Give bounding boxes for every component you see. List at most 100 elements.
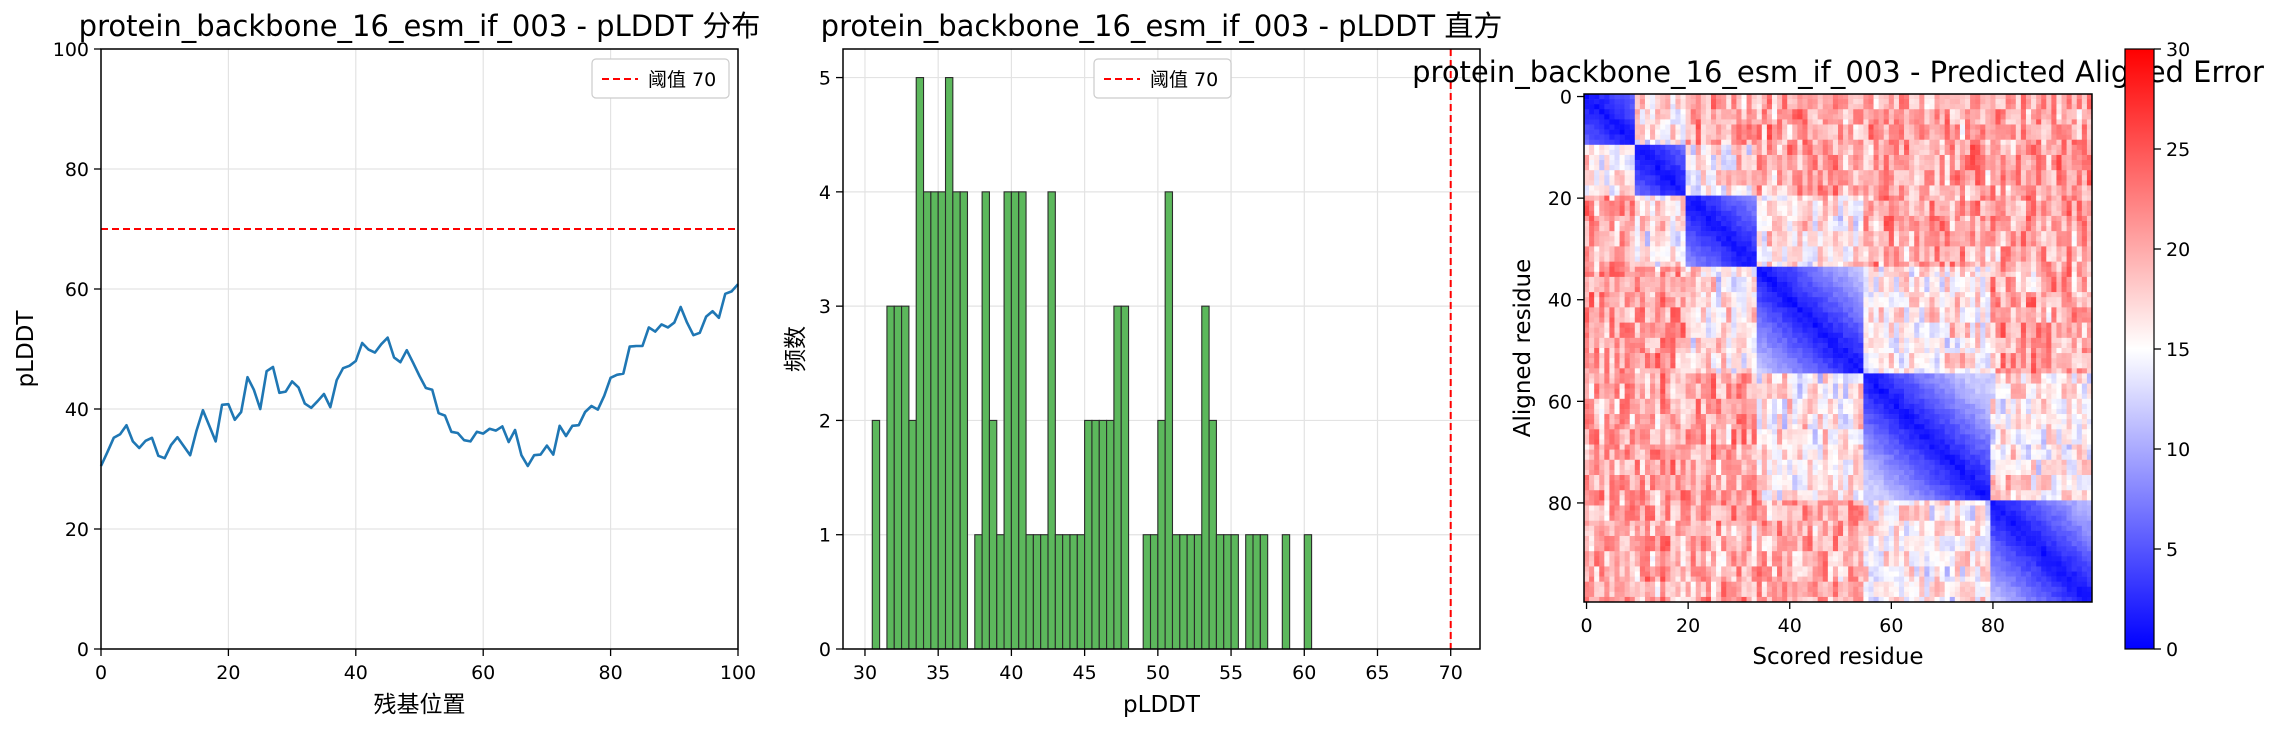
pae-cell [1736,281,1742,288]
pae-cell [1665,297,1671,303]
pae-cell [1848,185,1854,191]
pae-cell [1787,297,1793,303]
pae-cell [1771,312,1778,318]
pae-cell [1985,175,1991,181]
pae-cell [1624,139,1631,146]
pae-cell [1589,114,1595,120]
pae-cell [1766,226,1773,232]
pae-cell [2051,205,2057,212]
pae-cell [1777,134,1783,141]
pae-cell [1629,312,1636,318]
pae-cell [1914,104,1920,110]
pae-cell [1898,124,1905,130]
pae-cell [1665,165,1671,171]
pae-cell [1624,104,1631,110]
pae-cell [1909,307,1915,313]
pae-cell [1985,266,1991,273]
pae-cell [1959,149,1966,156]
pae-cell [1792,175,1798,181]
pae-cell [2066,221,2072,227]
pae-cell [1736,221,1742,227]
pae-cell [2056,160,2062,166]
pae-cell [2025,165,2032,171]
pae-cell [1980,302,1986,308]
pae-cell [1939,109,1945,115]
pae-cell [1893,271,1900,278]
pae-cell [1883,205,1890,212]
pae-cell [1802,302,1808,308]
pae-cell [1670,190,1676,196]
pae-cell [2081,195,2088,201]
pae-cell [1797,165,1803,171]
pae-cell [1863,149,1869,156]
pae-cell [1761,175,1768,181]
pae-cell [1904,195,1910,201]
pae-cell [1594,261,1600,268]
pae-cell [1675,190,1681,196]
pae-cell [2000,287,2006,293]
pae-cell [1650,271,1656,278]
pae-cell [2036,261,2042,268]
pae-cell [1777,210,1783,217]
pae-cell [1675,297,1681,303]
pae-cell [1893,94,1900,100]
pae-cell [1695,281,1702,288]
pae-cell [1599,144,1605,151]
pae-cell [1822,210,1829,217]
pae-cell [1650,246,1656,252]
histogram-bar [1281,534,1291,650]
pae-cell [1888,180,1895,186]
pae-cell [1822,180,1829,186]
pae-cell [1584,139,1590,146]
pae-cell [1599,149,1605,156]
pae-cell [1853,276,1859,283]
pae-cell [1985,271,1991,278]
pae-cell [1985,226,1991,232]
pae-cell [1812,190,1818,196]
pae-cell [1787,205,1793,212]
pae-cell [1949,134,1956,141]
pae-cell [2025,215,2032,222]
pae-cell [1721,231,1727,237]
pae-cell [2005,134,2012,141]
pae-cell [1929,139,1935,146]
pae-cell [1909,114,1915,120]
pae-cell [1782,170,1788,176]
pae-cell [1629,170,1636,176]
pae-cell [1675,241,1681,247]
pae-cell [2041,281,2047,288]
pae-cell [1848,119,1854,125]
pae-cell [1777,195,1783,201]
pae-cell [2005,292,2012,298]
pae-cell [1797,215,1803,222]
pae-cell [2061,119,2067,125]
pae-cell [1787,236,1793,242]
pae-cell [1584,256,1590,262]
pae-cell [1680,175,1686,181]
pae-cell [1873,246,1879,252]
pae-cell [1721,312,1727,318]
pae-cell [1822,139,1829,146]
pae-cell [1898,134,1905,141]
pae-cell [2066,287,2072,293]
pae-cell [1629,297,1636,303]
pae-cell [1614,261,1620,268]
pae-cell [1914,221,1920,227]
pae-cell [2086,276,2093,283]
pae-cell [1822,322,1829,328]
pae-cell [1736,139,1742,146]
pae-cell [1924,200,1930,207]
histogram-bar [988,419,998,650]
pae-cell [1822,266,1829,273]
pae-cell [1868,231,1874,237]
pae-cell [1939,276,1945,283]
pae-cell [1980,175,1986,181]
pae-cell [1832,261,1839,268]
pae-cell [2010,99,2017,105]
pae-cell [1777,119,1783,125]
pae-cell [1726,292,1732,298]
pae-cell [2056,180,2062,186]
pae-cell [1843,144,1849,151]
pae-cell [2051,99,2057,105]
pae-cell [1904,302,1910,308]
